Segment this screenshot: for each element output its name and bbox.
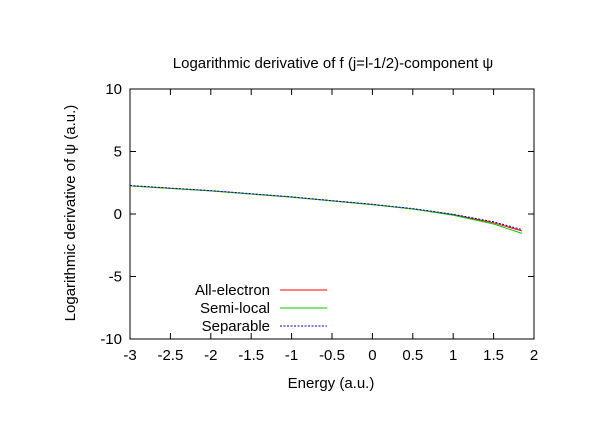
x-tick-label: -2.5 [157,347,183,364]
chart-title: Logarithmic derivative of f (j=l-1/2)-co… [173,55,493,72]
x-tick-label: -1 [285,347,298,364]
x-tick-labels: -3 -2.5 -2 -1.5 -1 -0.5 0 0.5 1 1.5 2 [123,347,538,364]
series-line-semi-local [129,185,523,234]
tick-marks [129,88,535,340]
x-tick-label: 0.5 [402,347,423,364]
x-tick-label: 1.5 [483,347,504,364]
legend-label: All-electron [195,282,270,299]
x-tick-label: 0 [368,347,376,364]
x-axis-label: Energy (a.u.) [288,375,375,392]
y-tick-label: 10 [105,81,122,98]
x-tick-label: -1.5 [238,347,264,364]
y-tick-label: 5 [114,144,122,161]
y-tick-label: -10 [100,331,122,348]
series-line-all-electron [129,185,523,232]
legend-label: Separable [202,318,270,335]
x-tick-label: -3 [123,347,136,364]
y-axis-label: Logarithmic derivative of ψ (a.u.) [62,105,79,322]
x-tick-label: 2 [530,347,538,364]
legend-label: Semi-local [200,300,270,317]
axes [129,88,535,340]
series-lines [129,185,523,234]
y-tick-label: -5 [109,269,122,286]
x-tick-label: -2 [204,347,217,364]
plot-frame [129,88,535,340]
x-tick-label: 1 [449,347,457,364]
y-tick-labels: -10 -5 0 5 10 [100,81,122,348]
x-tick-label: -0.5 [319,347,345,364]
y-tick-label: 0 [114,206,122,223]
series-line-separable [129,185,523,231]
